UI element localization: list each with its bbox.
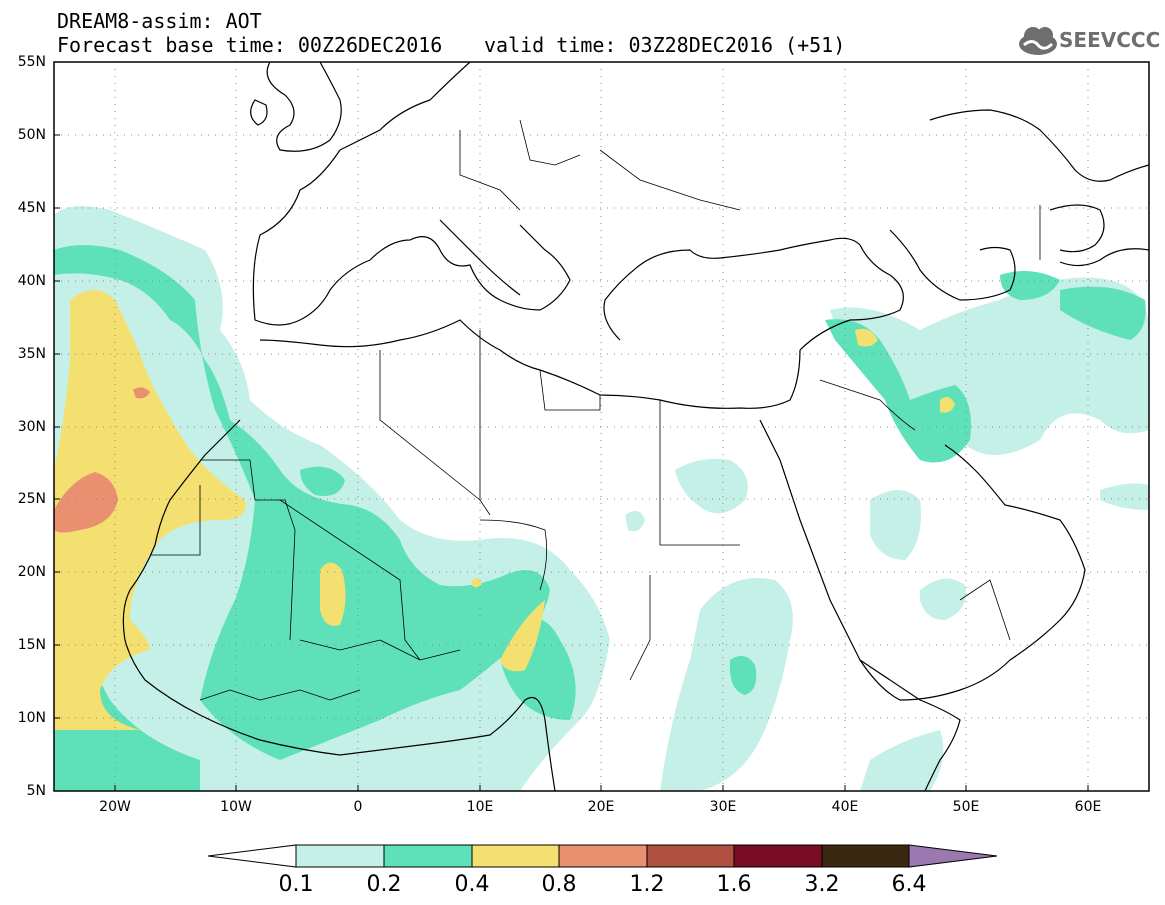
lon-label: 20E [587, 799, 615, 815]
graticule [54, 62, 1149, 791]
lat-label: 50N [17, 127, 46, 143]
axis-ticks [54, 61, 1089, 792]
colorbar [207, 844, 998, 868]
colorbar-swatch [646, 844, 735, 868]
colorbar-swatch [383, 844, 473, 868]
colorbar-label: 3.2 [804, 872, 840, 897]
colorbar-swatch [733, 844, 823, 868]
lon-label: 10E [466, 799, 494, 815]
country-borders [150, 119, 1041, 701]
colorbar-swatch [295, 844, 385, 868]
lat-label: 45N [17, 200, 46, 216]
lat-label: 55N [17, 54, 46, 70]
colorbar-label: 1.6 [716, 872, 752, 897]
colorbar-arrow-low [207, 844, 297, 868]
lon-label: 50E [952, 799, 980, 815]
aot-band-0-8 [54, 387, 150, 533]
seevccc-logo [1019, 27, 1057, 55]
colorbar-arrow-high [908, 844, 998, 868]
lon-label: 0 [353, 799, 363, 815]
colorbar-swatch [471, 844, 560, 868]
colorbar-swatch [821, 844, 910, 868]
lat-label: 25N [17, 491, 46, 507]
lat-label: 20N [17, 564, 46, 580]
colorbar-label: 0.8 [541, 872, 577, 897]
lon-label: 20W [99, 799, 131, 815]
colorbar-label: 6.4 [891, 872, 927, 897]
map-title: DREAM8-assim: AOT [57, 9, 262, 33]
lat-label: 35N [17, 346, 46, 362]
lat-label: 40N [17, 273, 46, 289]
colorbar-swatch [558, 844, 648, 868]
aot-fields [54, 206, 1149, 791]
logo-text: SEEVCCC [1059, 28, 1161, 52]
valid-time: valid time: 03Z28DEC2016 (+51) [484, 33, 846, 57]
colorbar-label: 0.4 [454, 872, 490, 897]
colorbar-label: 0.1 [278, 872, 314, 897]
cloud-icon [1019, 27, 1057, 55]
aot-band-0-4 [54, 290, 955, 730]
coastlines [122, 62, 1149, 791]
colorbar-label: 0.2 [366, 872, 402, 897]
lat-label: 10N [17, 710, 46, 726]
lat-label: 15N [17, 637, 46, 653]
lon-label: 30E [709, 799, 737, 815]
lat-label: 30N [17, 419, 46, 435]
lon-label: 40E [831, 799, 859, 815]
colorbar-label: 1.2 [629, 872, 665, 897]
lon-label: 60E [1074, 799, 1102, 815]
forecast-base-time: Forecast base time: 00Z26DEC2016 [57, 33, 443, 57]
lon-label: 10W [220, 799, 252, 815]
lat-label: 5N [26, 783, 46, 799]
